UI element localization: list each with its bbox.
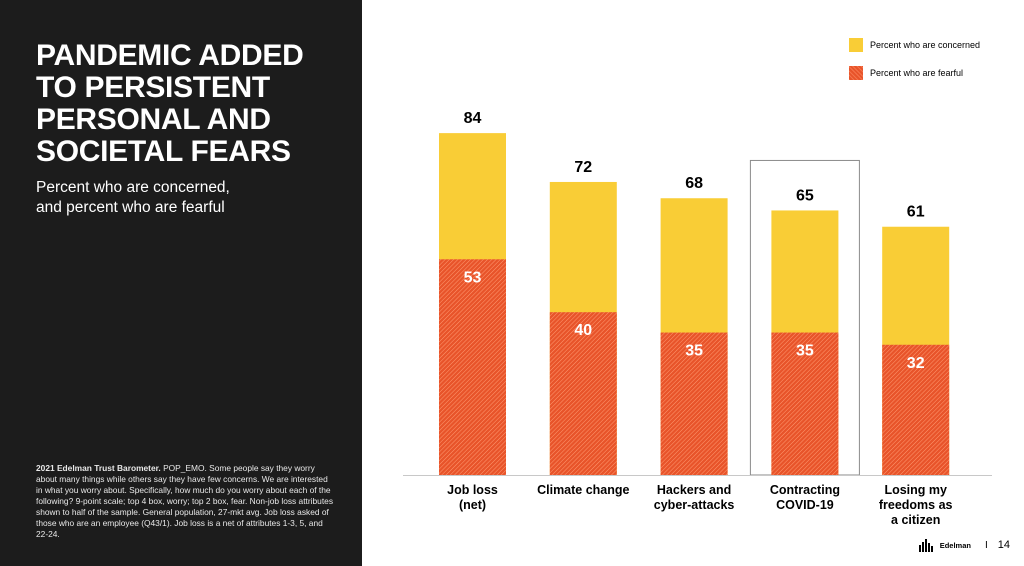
bar-fearful-0 <box>439 259 506 475</box>
data-label-fearful-1: 40 <box>574 322 592 339</box>
data-label-fearful-3: 35 <box>796 343 814 360</box>
category-label-2-0: Hackers and <box>657 483 731 497</box>
page-title: PANDEMIC ADDED TO PERSISTENT PERSONAL AN… <box>36 39 304 168</box>
bar-fearful-3 <box>771 332 839 475</box>
legend-swatch-concerned <box>849 38 863 52</box>
brand-name: Edelman <box>939 540 971 550</box>
chart-legend: Percent who are concerned Percent who ar… <box>849 38 980 94</box>
bar-fearful-2 <box>660 332 728 475</box>
bar-fearful-4 <box>882 344 950 475</box>
page-subtitle: Percent who are concerned, and percent w… <box>36 178 336 218</box>
data-label-concerned-1: 72 <box>574 159 592 176</box>
category-label-3-1: COVID-19 <box>776 498 834 512</box>
legend-item-concerned: Percent who are concerned <box>849 38 980 52</box>
left-panel: PANDEMIC ADDED TO PERSISTENT PERSONAL AN… <box>0 0 362 566</box>
subtitle-line-2: and percent who are fearful <box>36 199 225 216</box>
category-label-0-1: (net) <box>459 498 486 512</box>
data-label-fearful-0: 53 <box>464 269 482 286</box>
category-label-4-2: a citizen <box>891 513 940 527</box>
data-label-concerned-4: 61 <box>907 204 925 221</box>
footer: Edelman I 14 <box>918 538 1010 552</box>
page-number: 14 <box>997 539 1010 551</box>
data-label-concerned-0: 84 <box>464 110 482 127</box>
source-note: 2021 Edelman Trust Barometer. POP_EMO. S… <box>36 463 336 540</box>
legend-item-fearful: Percent who are fearful <box>849 66 980 80</box>
source-text: POP_EMO. Some people say they worry abou… <box>36 463 334 539</box>
category-label-1-0: Climate change <box>537 483 629 497</box>
bar-fearful-1 <box>549 312 617 475</box>
category-label-4-1: freedoms as <box>879 498 953 512</box>
data-label-fearful-2: 35 <box>685 343 703 360</box>
edelman-logo-icon <box>918 539 933 552</box>
legend-swatch-fearful <box>849 66 863 80</box>
category-label-0-0: Job loss <box>447 483 498 497</box>
category-label-4-0: Losing my <box>884 483 947 497</box>
legend-label-concerned: Percent who are concerned <box>870 40 981 50</box>
category-label-3-0: Contracting <box>770 483 840 497</box>
category-label-2-1: cyber-attacks <box>654 498 735 512</box>
data-label-concerned-2: 68 <box>685 175 703 192</box>
legend-label-fearful: Percent who are fearful <box>870 68 964 78</box>
data-label-fearful-4: 32 <box>907 355 925 372</box>
data-label-concerned-3: 65 <box>796 187 814 204</box>
edelman-logo: Edelman <box>918 538 971 552</box>
source-title: 2021 Edelman Trust Barometer. <box>36 463 161 473</box>
footer-separator: I <box>984 539 988 551</box>
subtitle-line-1: Percent who are concerned, <box>36 179 230 196</box>
plot-area: 84 53 Job loss(net) 72 40 Climate change 68 35 H… <box>403 110 992 527</box>
